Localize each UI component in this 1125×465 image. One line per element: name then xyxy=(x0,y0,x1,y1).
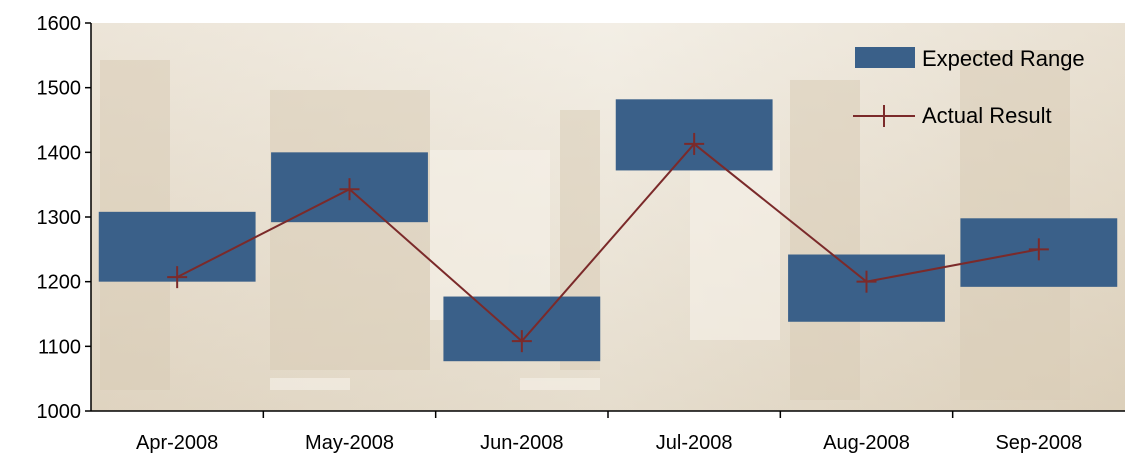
y-tick-label: 1400 xyxy=(37,142,82,164)
y-tick-label: 1300 xyxy=(37,207,82,229)
actual-result-line xyxy=(167,132,1049,353)
legend-label-expected-range: Expected Range xyxy=(922,46,1085,71)
actual-result-point xyxy=(1028,238,1049,261)
x-tick-label: Aug-2008 xyxy=(823,432,910,454)
x-tick-label: May-2008 xyxy=(305,432,394,454)
legend-label-actual-result: Actual Result xyxy=(922,103,1052,128)
actual-result-point xyxy=(856,270,877,293)
actual-result-point xyxy=(339,178,360,201)
actual-result-point xyxy=(511,330,532,353)
actual-result-point xyxy=(684,132,705,155)
y-tick-label: 1000 xyxy=(37,401,82,423)
x-tick-label: Sep-2008 xyxy=(995,432,1082,454)
legend-swatch-expected-range xyxy=(855,47,915,68)
actual-result-point xyxy=(167,266,188,289)
axes: 1000 1100 1200 1300 1400 1500 1600 Apr-2008 May-… xyxy=(37,13,1125,454)
y-tick-label: 1600 xyxy=(37,13,82,35)
y-tick-label: 1100 xyxy=(38,336,81,358)
y-tick-label: 1500 xyxy=(37,78,82,100)
actual-result-series-line xyxy=(176,142,1040,343)
y-tick-label: 1200 xyxy=(37,272,82,294)
background-photo xyxy=(91,23,1125,411)
legend: Expected Range Actual Result xyxy=(853,46,1085,128)
x-tick-label: Jul-2008 xyxy=(656,432,733,454)
x-tick-label: Apr-2008 xyxy=(136,432,218,454)
x-tick-label: Jun-2008 xyxy=(480,432,563,454)
